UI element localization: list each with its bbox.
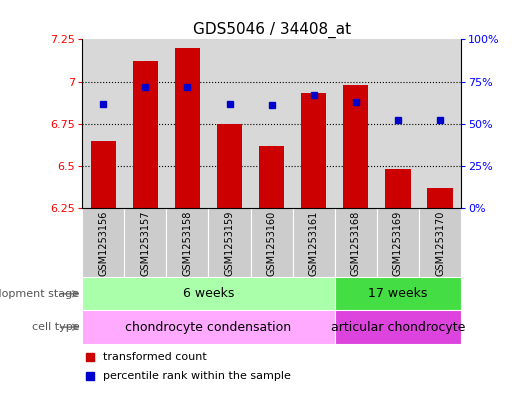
Text: articular chondrocyte: articular chondrocyte [331,321,465,334]
Bar [251,208,293,277]
Bar [293,39,335,208]
Text: GSM1253169: GSM1253169 [393,210,403,275]
Bar [251,39,293,208]
Bar [166,39,208,208]
Bar [82,310,335,344]
Bar [208,39,251,208]
Bar [91,141,116,208]
Text: transformed count: transformed count [103,351,207,362]
Bar [335,277,461,310]
Bar [385,169,411,208]
Text: percentile rank within the sample: percentile rank within the sample [103,371,291,382]
Bar [293,208,335,277]
Bar [132,61,158,208]
Text: 6 weeks: 6 weeks [183,287,234,300]
Text: 17 weeks: 17 weeks [368,287,428,300]
Bar [335,39,377,208]
Bar [377,39,419,208]
Text: chondrocyte condensation: chondrocyte condensation [126,321,292,334]
Text: GSM1253159: GSM1253159 [225,210,234,276]
Bar [82,208,124,277]
Bar [427,188,453,208]
Bar [335,310,461,344]
Bar [166,208,208,277]
Bar [208,208,251,277]
Text: GSM1253160: GSM1253160 [267,210,277,275]
Bar [175,48,200,208]
Bar [343,85,368,208]
Text: GSM1253161: GSM1253161 [309,210,319,275]
Bar [124,208,166,277]
Text: development stage: development stage [0,289,80,299]
Bar [419,39,461,208]
Text: GSM1253170: GSM1253170 [435,210,445,276]
Bar [259,146,284,208]
Text: GSM1253157: GSM1253157 [140,210,151,276]
Bar [124,39,166,208]
Bar [82,277,335,310]
Bar [419,208,461,277]
Text: GSM1253158: GSM1253158 [182,210,192,276]
Text: cell type: cell type [32,322,80,332]
Title: GDS5046 / 34408_at: GDS5046 / 34408_at [192,22,351,38]
Text: GSM1253156: GSM1253156 [98,210,108,276]
Bar [377,208,419,277]
Text: GSM1253168: GSM1253168 [351,210,361,275]
Bar [82,39,124,208]
Bar [301,94,326,208]
Bar [217,124,242,208]
Bar [335,208,377,277]
